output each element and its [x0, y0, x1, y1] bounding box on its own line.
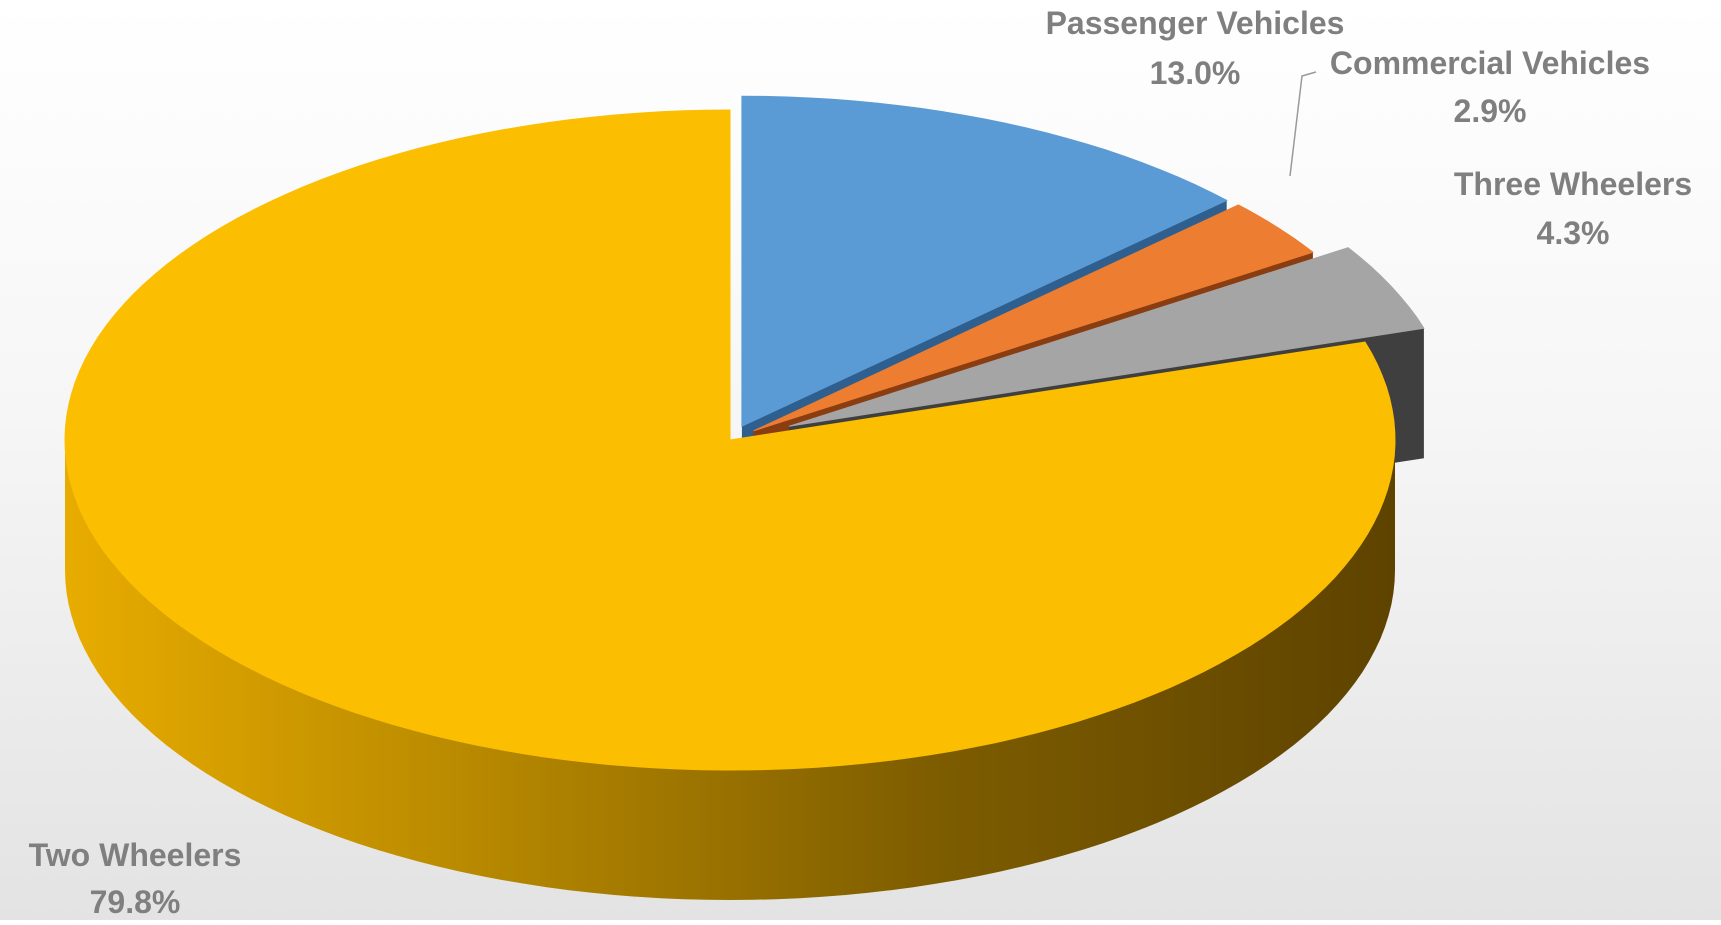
slice-name-passenger-vehicles: Passenger Vehicles — [1046, 5, 1345, 41]
slice-commercial-vehicles — [753, 204, 1314, 432]
slice-value-passenger-vehicles: 13.0% — [1150, 55, 1241, 91]
slice-passenger-vehicles — [741, 95, 1228, 427]
slice-tops — [64, 95, 1425, 771]
slice-two-wheelers — [64, 109, 1396, 771]
slice-outer-side-two-wheelers — [65, 440, 1395, 900]
slice-name-two-wheelers: Two Wheelers — [29, 837, 242, 873]
slice-value-two-wheelers: 79.8% — [90, 884, 181, 920]
slice-value-commercial-vehicles: 2.9% — [1454, 93, 1527, 129]
label-two-wheelers: Two Wheelers 79.8% — [29, 837, 242, 920]
slice-three-wheelers — [788, 247, 1425, 427]
slice-name-three-wheelers: Three Wheelers — [1454, 166, 1692, 202]
label-passenger-vehicles: Passenger Vehicles 13.0% — [1046, 5, 1345, 91]
label-three-wheelers: Three Wheelers 4.3% — [1454, 166, 1692, 251]
slice-name-commercial-vehicles: Commercial Vehicles — [1330, 45, 1650, 81]
slice-value-three-wheelers: 4.3% — [1537, 215, 1610, 251]
label-commercial-vehicles: Commercial Vehicles 2.9% — [1330, 45, 1650, 129]
commercial-vehicles-leader-line — [1289, 71, 1317, 177]
